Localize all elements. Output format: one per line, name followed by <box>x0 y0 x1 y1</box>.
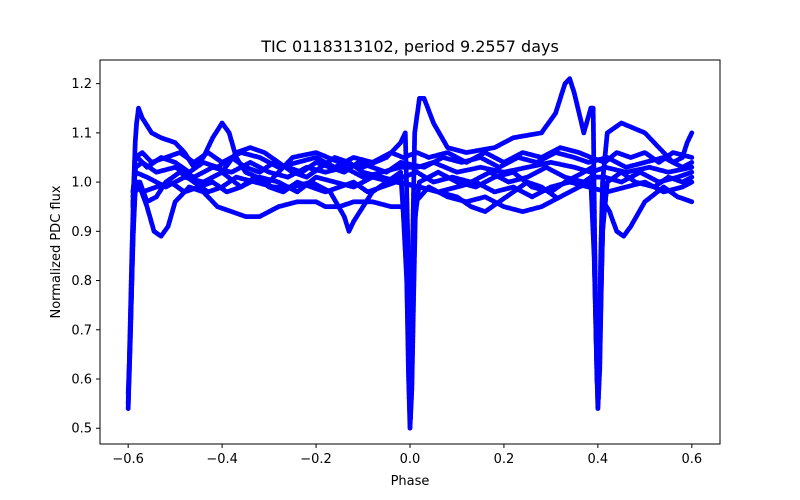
data-point <box>689 130 695 136</box>
chart-title: TIC 0118313102, period 9.2557 days <box>260 37 559 56</box>
data-point <box>689 155 695 160</box>
data-point <box>689 169 695 175</box>
data-point <box>689 199 695 205</box>
data-points <box>125 76 695 431</box>
data-point <box>689 174 695 180</box>
